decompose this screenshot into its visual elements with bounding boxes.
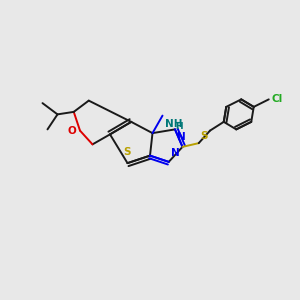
Text: H: H xyxy=(175,122,183,131)
Text: S: S xyxy=(200,130,208,141)
Text: Cl: Cl xyxy=(271,94,283,104)
Text: N: N xyxy=(171,148,180,158)
Text: S: S xyxy=(124,147,131,157)
Text: NH: NH xyxy=(165,119,182,129)
Text: O: O xyxy=(68,126,76,136)
Text: N: N xyxy=(178,132,186,142)
